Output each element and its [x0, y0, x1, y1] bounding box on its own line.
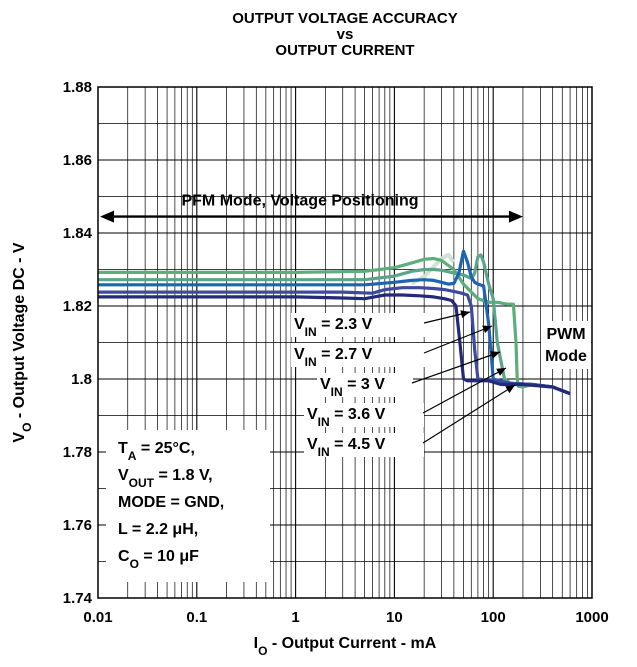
vin-leader-arrow — [496, 368, 506, 376]
vin-leader-arrow — [490, 351, 500, 359]
plot-frame — [97, 86, 593, 599]
vin-label: VIN = 3 V — [320, 376, 385, 399]
x-tick-label: 0.1 — [186, 609, 207, 626]
vin-leader-arrow — [460, 310, 470, 318]
series-lines — [98, 249, 571, 396]
pfm-arrow-head-left — [100, 210, 114, 223]
vin-leader-arrow — [505, 385, 515, 394]
condition-line: L = 2.2 μH, — [118, 521, 198, 538]
annotations: PFM Mode, Voltage Positioning TA = 25°C, V… — [100, 193, 591, 582]
x-tick-label: 1000 — [575, 609, 608, 626]
chart-title-line: OUTPUT VOLTAGE ACCURACY — [232, 10, 458, 27]
pfm-arrow-head-right — [508, 210, 523, 223]
vin-label-bg — [304, 433, 424, 457]
vin-label-bg — [317, 373, 413, 397]
pwm-label-box — [541, 321, 591, 369]
y-axis-label: VO - Output Voltage DC - V — [11, 242, 34, 442]
pfm-mode-label: PFM Mode, Voltage Positioning — [181, 193, 418, 210]
x-tick-label: 100 — [481, 609, 506, 626]
series-line — [98, 256, 571, 396]
x-tick-label: 0.01 — [83, 609, 112, 626]
vin-label-bg — [291, 313, 425, 337]
series-line — [98, 286, 571, 396]
x-axis-label: IO - Output Current - mA — [254, 635, 437, 658]
conditions-box — [106, 430, 270, 582]
ghost-series-line — [410, 252, 456, 286]
chart-title-line: vs — [337, 26, 354, 43]
tick-labels: 1.74 1.76 1.78 1.8 1.82 1.84 1.86 1.88 0.01 0.1 1 1… — [63, 79, 609, 626]
y-tick-label: 1.76 — [63, 517, 92, 534]
plot-border — [97, 86, 593, 599]
y-tick-label: 1.78 — [63, 444, 92, 461]
condition-line: MODE = GND, — [118, 494, 224, 511]
vin-label: VIN = 3.6 V — [307, 406, 386, 429]
vin-label-bg — [304, 403, 424, 427]
y-tick-label: 1.88 — [63, 79, 92, 96]
grid — [98, 87, 592, 598]
y-tick-label: 1.86 — [63, 152, 92, 169]
pwm-mode-label: PWM — [546, 326, 585, 343]
vin-label: VIN = 4.5 V — [307, 436, 386, 459]
vin-leader-arrow — [482, 325, 492, 334]
vin-leader-line — [422, 384, 516, 444]
condition-line: VOUT = 1.8 V, — [118, 467, 213, 490]
condition-line: CO = 10 μF — [118, 548, 199, 571]
vin-leader-line — [422, 367, 507, 414]
y-tick-label: 1.84 — [63, 225, 93, 242]
series-line — [98, 293, 571, 396]
pwm-mode-label: Mode — [545, 348, 587, 365]
axis-labels: IO - Output Current - mA VO - Output Volt… — [11, 242, 437, 658]
y-tick-label: 1.8 — [71, 371, 92, 388]
chart-title-line: OUTPUT CURRENT — [275, 42, 414, 59]
x-tick-label: 1 — [291, 609, 299, 626]
y-tick-label: 1.82 — [63, 298, 92, 315]
vin-leader-line — [411, 351, 501, 384]
vin-leader-line — [423, 325, 493, 354]
vin-label: VIN = 2.7 V — [294, 346, 373, 369]
vin-label-bg — [291, 343, 425, 367]
condition-line: TA = 25°C, — [118, 440, 195, 463]
y-tick-label: 1.74 — [63, 590, 93, 607]
x-tick-label: 10 — [386, 609, 403, 626]
vin-label: VIN = 2.3 V — [294, 316, 373, 339]
